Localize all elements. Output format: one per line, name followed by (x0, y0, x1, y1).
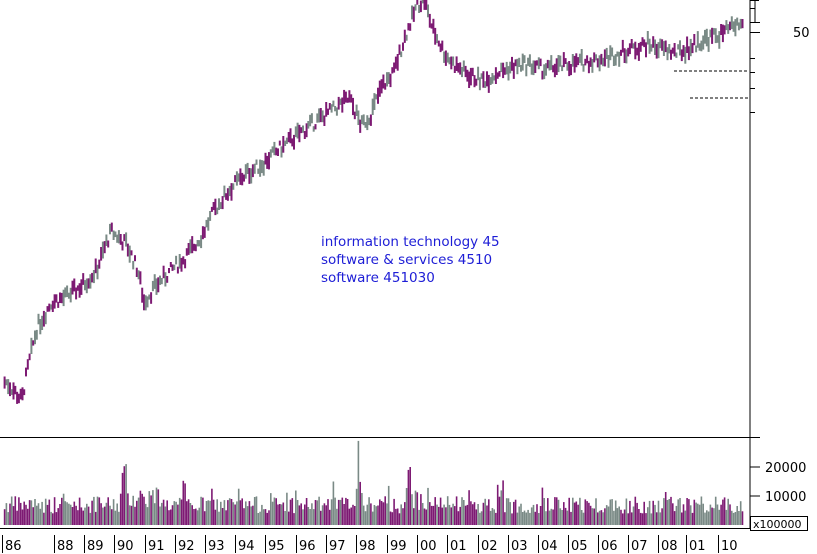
price-tick-label: 50 (793, 26, 810, 41)
annotation-sub-industry: software 451030 (321, 270, 435, 286)
year-label: 91 (148, 539, 165, 554)
volume-bars (3, 440, 744, 525)
year-label: 99 (390, 539, 407, 554)
year-label: 92 (178, 539, 195, 554)
year-label: 94 (238, 539, 255, 554)
annotation-industry-group: software & services 4510 (321, 252, 492, 268)
year-label: 86 (5, 539, 22, 554)
year-axis: 86 88 89 90 91 92 93 94 95 96 97 98 99 00 01 02 03 04 05 06… (2, 535, 738, 554)
year-label: 90 (117, 539, 134, 554)
year-label: 98 (359, 539, 376, 554)
volume-tick-label: 10000 (765, 490, 806, 505)
volume-unit-label: x100000 (753, 518, 802, 531)
year-label: 08 (661, 539, 678, 554)
annotation-sector: information technology 45 (321, 234, 500, 250)
year-label: 10 (721, 539, 738, 554)
volume-unit-box (750, 516, 808, 531)
year-label: 93 (208, 539, 225, 554)
volume-tick-label: 20000 (765, 461, 806, 476)
year-label: 96 (299, 539, 316, 554)
price-candles (3, 0, 744, 404)
year-label: 01 (450, 539, 467, 554)
range-box (674, 70, 748, 99)
year-label: 89 (87, 539, 104, 554)
year-label: 03 (511, 539, 528, 554)
year-label: 07 (631, 539, 648, 554)
year-label: 04 (541, 539, 558, 554)
year-label: 06 (601, 539, 618, 554)
year-label: 05 (571, 539, 588, 554)
year-label: 97 (329, 539, 346, 554)
year-label: 00 (420, 539, 437, 554)
year-label: 01 (689, 539, 706, 554)
year-label: 95 (268, 539, 285, 554)
price-axis-ticks (750, 0, 760, 113)
year-label: 88 (57, 539, 74, 554)
year-label: 02 (481, 539, 498, 554)
